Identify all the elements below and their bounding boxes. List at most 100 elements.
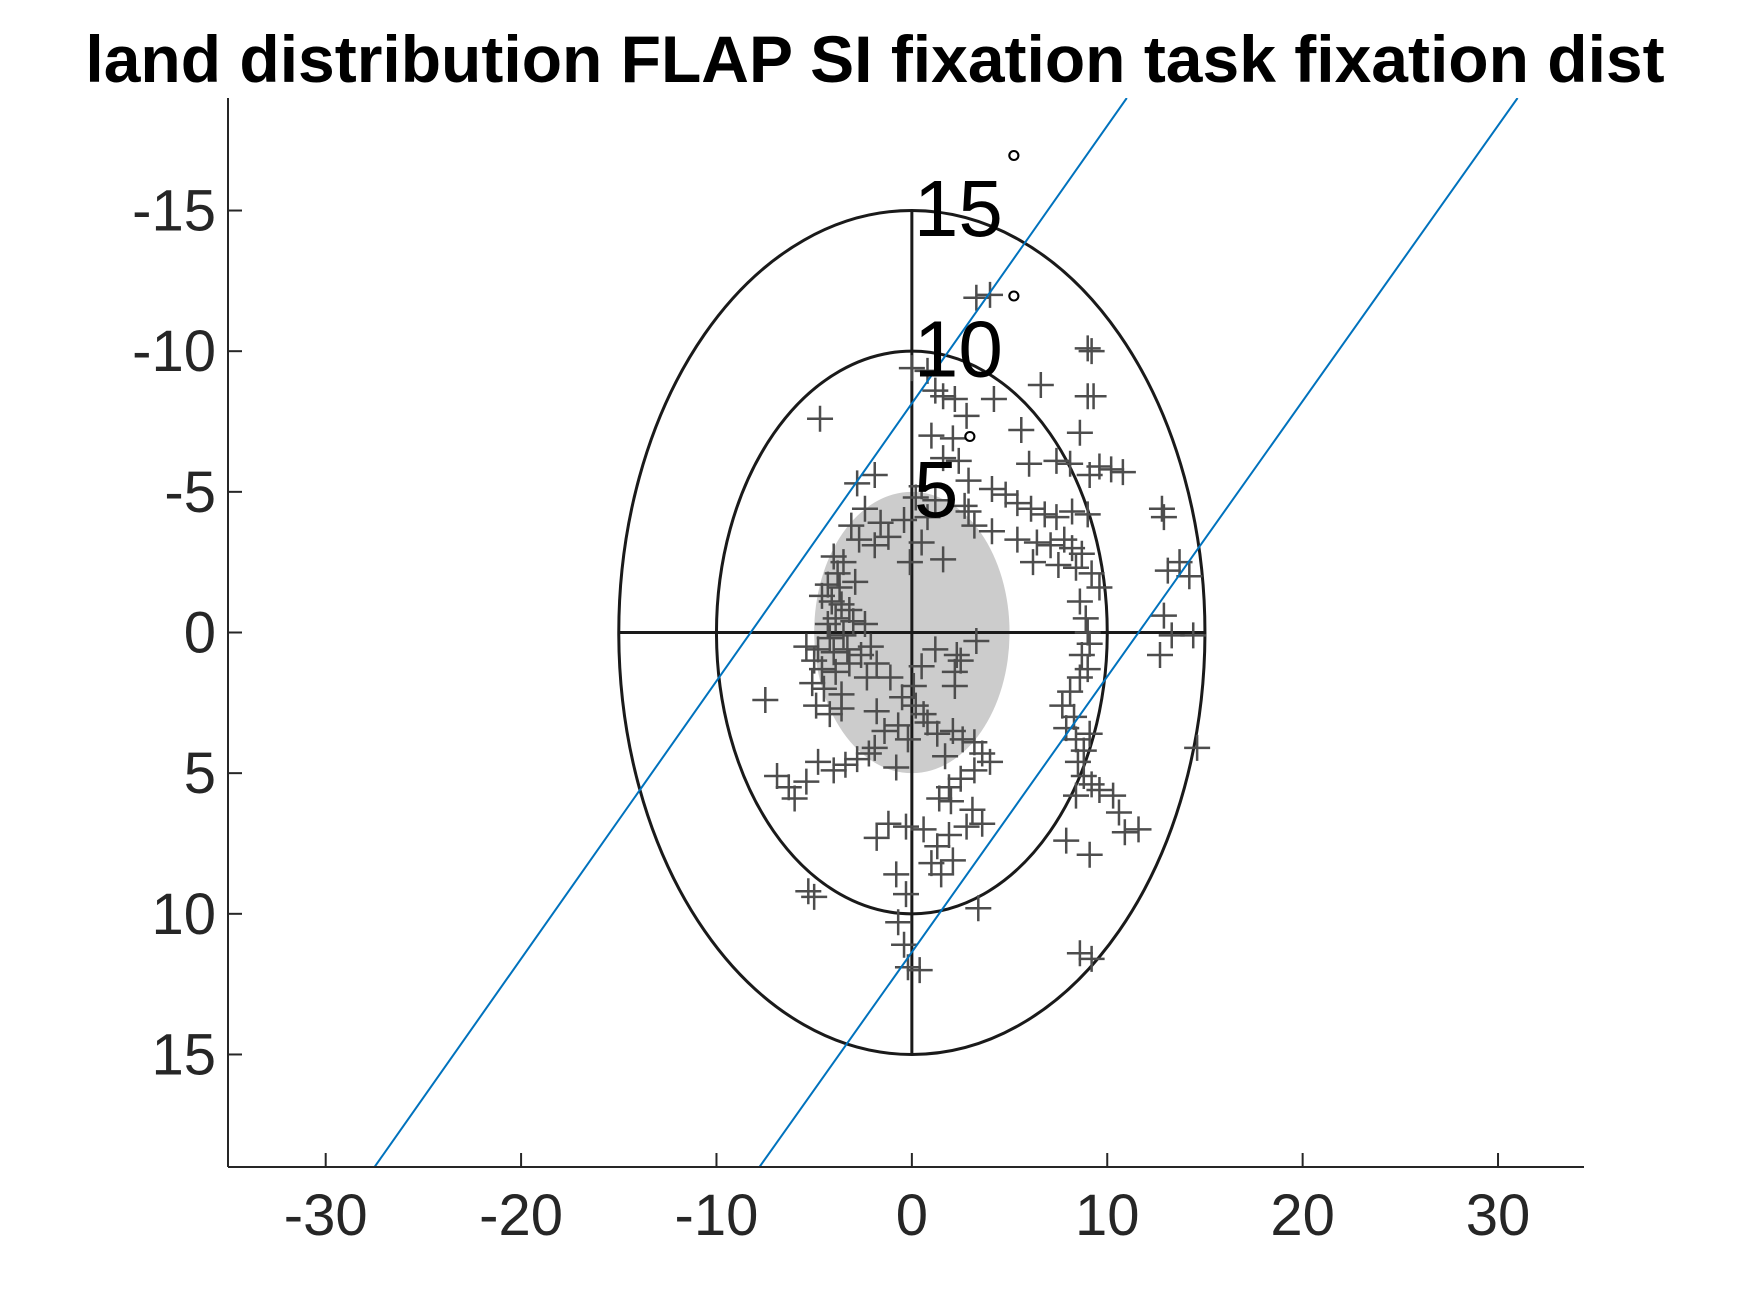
fixation-point (877, 664, 904, 691)
fixation-point (1111, 819, 1138, 846)
fixation-point (851, 495, 878, 522)
fixation-point (922, 487, 949, 514)
fixation-point (953, 813, 980, 840)
boundary-line-1 (373, 98, 1128, 1167)
fixation-point (930, 546, 957, 573)
x-tick-label: 30 (1466, 1183, 1531, 1248)
fixation-point (1074, 501, 1101, 528)
chart-title: land distribution FLAP SI fixation task … (85, 22, 1664, 96)
fixation-point (941, 386, 968, 413)
fixation-point (1074, 619, 1101, 646)
fixation-point (814, 611, 841, 638)
fixation-point (799, 670, 826, 697)
plot-area: 5 °10 °15 ° (373, 98, 1519, 1167)
fixation-point (1072, 605, 1099, 632)
fixation-point (902, 484, 929, 511)
fixation-point (977, 748, 1004, 775)
fixation-point (830, 549, 857, 576)
y-tick-label: -10 (132, 319, 216, 384)
fixation-point (1105, 799, 1132, 826)
x-tick-label: -10 (675, 1183, 759, 1248)
fixation-point (810, 675, 837, 702)
fixation-point (947, 647, 974, 674)
fixation-point (795, 878, 822, 905)
fixation-point (891, 506, 918, 533)
fixation-point (1086, 777, 1113, 804)
fixation-point (1086, 574, 1113, 601)
fixation-point (980, 386, 1007, 413)
fixation-point (867, 509, 894, 536)
fixation-point (926, 785, 953, 812)
fixation-point (793, 768, 820, 795)
fixation-point (822, 658, 849, 685)
fixation-point (928, 861, 955, 888)
fixation-point (885, 712, 912, 739)
ring-degree-sign-10: ° (1006, 284, 1022, 328)
fixation-point (894, 726, 921, 753)
fixation-point (844, 470, 871, 497)
fixation-point (814, 571, 841, 598)
fixation-point (908, 473, 935, 500)
fixation-point (1066, 940, 1093, 967)
fixation-point (891, 931, 918, 958)
ring-label-5: 5 (914, 445, 959, 534)
fixation-point (820, 757, 847, 784)
fixation-point (1023, 529, 1050, 556)
fixation-point (1147, 642, 1174, 669)
fixation-point (863, 824, 890, 851)
x-tick-label: -30 (284, 1183, 368, 1248)
fixation-point (961, 512, 988, 539)
fixation-point (1078, 560, 1105, 587)
fixation-point (1061, 703, 1088, 730)
fixation-point (1043, 504, 1070, 531)
fixation-point (1066, 664, 1093, 691)
fixation-point (945, 447, 972, 474)
fixation-point (1062, 782, 1089, 809)
fixation-point (861, 734, 888, 761)
fixation-point (836, 650, 863, 677)
fixation-point (1043, 447, 1070, 474)
fixation-point (896, 549, 923, 576)
fixation-point (830, 622, 857, 649)
fixation-point (918, 422, 945, 449)
x-tick-label: -20 (479, 1183, 563, 1248)
fixation-point (752, 687, 779, 714)
fixation-point (906, 957, 933, 984)
fixation-point (1150, 504, 1177, 531)
fixation-point (978, 518, 1005, 545)
fixation-point (844, 746, 871, 773)
fixation-point (885, 909, 912, 936)
fixation-point (955, 467, 982, 494)
fixation-point (943, 642, 970, 669)
fixation-point (914, 504, 941, 531)
fixation-point (1064, 748, 1091, 775)
fixation-point (910, 816, 937, 843)
fixation-point (816, 701, 843, 728)
fixation-point (855, 740, 882, 767)
fixation-point (1057, 678, 1084, 705)
fixation-point (861, 532, 888, 559)
fixation-point (1008, 416, 1035, 443)
y-tick-label: 5 (184, 741, 216, 806)
fixation-point (959, 796, 986, 823)
fixation-point (965, 895, 992, 922)
fixation-point (1184, 734, 1211, 761)
fixation-point (1080, 383, 1107, 410)
fixation-point (1076, 461, 1103, 488)
fixation-point (1018, 495, 1045, 522)
ring-degree-sign-5: ° (962, 424, 978, 468)
fixation-point (939, 847, 966, 874)
fixation-point (1074, 335, 1101, 362)
fixation-point (834, 636, 861, 663)
fixation-point (775, 774, 802, 801)
fixation-point (1180, 622, 1207, 649)
fixation-point (939, 425, 966, 452)
fixation-point (826, 574, 853, 601)
fixation-point (922, 636, 949, 663)
fixation-point (842, 568, 869, 595)
y-tick-label: -15 (132, 179, 216, 244)
fixation-point (805, 636, 832, 663)
fixation-point (820, 639, 847, 666)
fixation-point (764, 762, 791, 789)
